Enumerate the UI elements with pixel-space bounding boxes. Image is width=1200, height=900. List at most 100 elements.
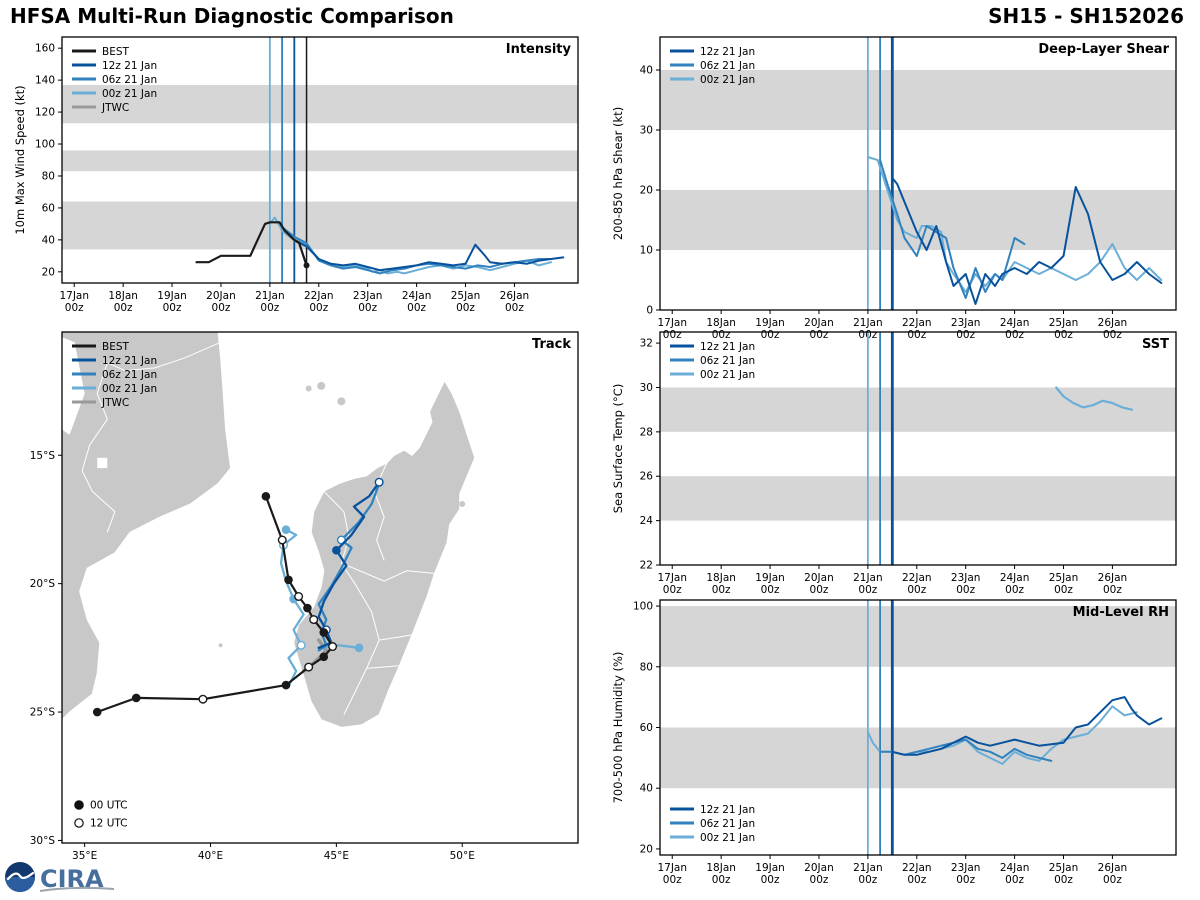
svg-text:00z: 00z <box>358 302 377 314</box>
svg-text:10: 10 <box>640 245 653 257</box>
threshold-band <box>660 727 1176 789</box>
svg-text:Mid-Level RH: Mid-Level RH <box>1073 605 1169 620</box>
svg-text:00z: 00z <box>1103 874 1122 886</box>
svg-text:00z: 00z <box>1054 329 1073 341</box>
svg-text:00z: 00z <box>1054 874 1073 886</box>
svg-text:25°S: 25°S <box>30 707 56 719</box>
marker-legend-00utc-icon <box>74 800 84 810</box>
svg-text:00z: 00z <box>712 874 731 886</box>
plot-frame <box>61 36 579 284</box>
svg-text:10m Max Wind Speed (kt): 10m Max Wind Speed (kt) <box>13 85 27 234</box>
svg-text:18Jan: 18Jan <box>706 572 736 584</box>
svg-text:25Jan: 25Jan <box>451 290 481 302</box>
svg-text:00z: 00z <box>456 302 475 314</box>
svg-text:00z: 00z <box>1103 329 1122 341</box>
svg-text:00z: 00z <box>1103 584 1122 596</box>
svg-text:00z: 00z <box>810 584 829 596</box>
svg-text:15°S: 15°S <box>30 450 56 462</box>
track-marker-00utc <box>284 575 293 585</box>
svg-text:20Jan: 20Jan <box>804 862 834 874</box>
svg-text:00z: 00z <box>260 302 279 314</box>
threshold-band <box>62 201 578 250</box>
track-marker-12utc <box>309 615 319 625</box>
svg-text:21Jan: 21Jan <box>255 290 285 302</box>
svg-text:00z 21 Jan: 00z 21 Jan <box>700 369 755 381</box>
track-marker-00utc <box>332 545 341 555</box>
svg-text:00z 21 Jan: 00z 21 Jan <box>102 383 157 395</box>
svg-text:00z: 00z <box>407 302 426 314</box>
svg-text:00z: 00z <box>663 329 682 341</box>
svg-text:Deep-Layer Shear: Deep-Layer Shear <box>1038 42 1169 57</box>
svg-text:00z: 00z <box>65 302 84 314</box>
svg-text:06z 21 Jan: 06z 21 Jan <box>700 818 755 830</box>
svg-text:26Jan: 26Jan <box>1098 572 1128 584</box>
svg-text:00z: 00z <box>309 302 328 314</box>
plot-frame <box>659 331 1177 566</box>
svg-text:12z 21 Jan: 12z 21 Jan <box>700 341 755 353</box>
panel-intensity: 2040608010012014016017Jan00z18Jan00z19Ja… <box>13 36 579 314</box>
admin-border <box>366 665 400 669</box>
svg-text:00z: 00z <box>907 584 926 596</box>
svg-text:24Jan: 24Jan <box>402 290 432 302</box>
svg-text:00z: 00z <box>810 874 829 886</box>
series-line <box>195 221 308 267</box>
svg-text:06z 21 Jan: 06z 21 Jan <box>700 60 755 72</box>
svg-text:Sea Surface Temp (°C): Sea Surface Temp (°C) <box>611 384 625 514</box>
svg-text:25Jan: 25Jan <box>1049 317 1079 329</box>
series-line <box>293 238 565 272</box>
track-marker-12utc <box>374 477 384 487</box>
svg-text:20: 20 <box>640 843 653 855</box>
svg-text:00 UTC: 00 UTC <box>90 800 128 812</box>
svg-text:21Jan: 21Jan <box>853 317 883 329</box>
panel-rh: 2040608010017Jan00z18Jan00z19Jan00z20Jan… <box>611 599 1177 886</box>
svg-text:00z: 00z <box>761 584 780 596</box>
noaa-seal-icon <box>5 862 35 892</box>
track-marker-00utc <box>303 603 312 613</box>
svg-text:17Jan: 17Jan <box>657 572 687 584</box>
track-marker-00utc <box>354 643 364 653</box>
svg-text:12z 21 Jan: 12z 21 Jan <box>102 355 157 367</box>
svg-text:30°S: 30°S <box>30 835 56 847</box>
svg-text:Track: Track <box>532 337 571 352</box>
svg-text:40: 40 <box>640 783 653 795</box>
svg-text:12z 21 Jan: 12z 21 Jan <box>102 60 157 72</box>
svg-text:80: 80 <box>42 170 55 182</box>
svg-text:22Jan: 22Jan <box>902 862 932 874</box>
svg-text:24Jan: 24Jan <box>1000 572 1030 584</box>
lake <box>62 337 85 435</box>
svg-text:26Jan: 26Jan <box>500 290 530 302</box>
threshold-band <box>660 387 1176 432</box>
track-marker-12utc <box>296 640 306 650</box>
series-line <box>891 177 1163 305</box>
svg-text:18Jan: 18Jan <box>108 290 138 302</box>
svg-text:00z: 00z <box>956 329 975 341</box>
svg-text:19Jan: 19Jan <box>755 572 785 584</box>
svg-text:JTWC: JTWC <box>101 102 129 114</box>
svg-text:00z 21 Jan: 00z 21 Jan <box>102 88 157 100</box>
admin-border <box>81 362 108 492</box>
svg-text:26Jan: 26Jan <box>1098 317 1128 329</box>
svg-text:06z 21 Jan: 06z 21 Jan <box>102 369 157 381</box>
svg-text:32: 32 <box>640 338 653 350</box>
panel-track: 35°E 40°E 45°E 50°E 15°S 20°S 25°S 30°S Track BES… <box>30 331 579 862</box>
svg-text:00z: 00z <box>663 874 682 886</box>
panel-shear: 01020304017Jan00z18Jan00z19Jan00z20Jan00… <box>611 36 1177 341</box>
svg-text:140: 140 <box>35 75 55 87</box>
svg-text:12z 21 Jan: 12z 21 Jan <box>700 46 755 58</box>
svg-text:00z: 00z <box>956 584 975 596</box>
svg-text:19Jan: 19Jan <box>755 317 785 329</box>
threshold-band <box>660 476 1176 521</box>
track-marker-12utc <box>304 662 314 672</box>
plot-frame <box>61 331 579 844</box>
svg-text:100: 100 <box>35 139 55 151</box>
svg-text:40: 40 <box>42 234 55 246</box>
svg-text:21Jan: 21Jan <box>853 572 883 584</box>
series-line <box>268 216 553 275</box>
svg-text:80: 80 <box>640 661 653 673</box>
svg-text:26Jan: 26Jan <box>1098 862 1128 874</box>
panel-sst: 22242628303217Jan00z18Jan00z19Jan00z20Ja… <box>611 331 1177 596</box>
svg-text:00z: 00z <box>712 584 731 596</box>
series-line <box>879 159 1026 299</box>
page-title: HFSA Multi-Run Diagnostic Comparison <box>10 4 454 28</box>
svg-text:23Jan: 23Jan <box>353 290 383 302</box>
